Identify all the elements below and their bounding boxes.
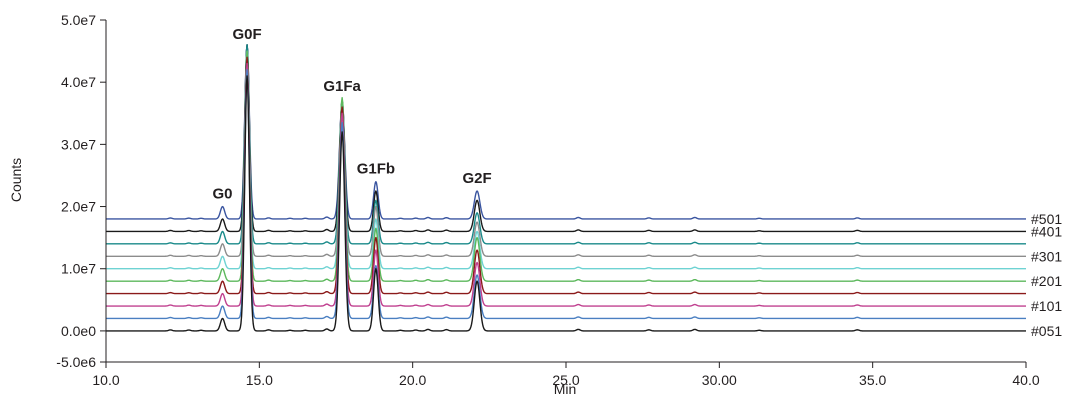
peak-labels-group: #051 #101 #201 #301 #401#501 G0 G0F G1Fa G1Fb G2F xyxy=(213,26,1063,339)
trace-label: #301 xyxy=(1031,248,1062,264)
y-tick-label: 1.0e7 xyxy=(61,261,96,277)
trace-line xyxy=(105,56,1027,295)
peak-label: G1Fa xyxy=(323,78,361,95)
trace-label: #401 xyxy=(1031,223,1062,239)
trace-line xyxy=(105,44,1027,220)
x-tick-label: 25.0 xyxy=(552,372,579,388)
y-tick-label: -5.0e6 xyxy=(56,354,96,370)
x-tick-label: 20.0 xyxy=(399,372,426,388)
trace-line xyxy=(105,50,1027,270)
trace-group xyxy=(105,44,1027,332)
peak-label: G2F xyxy=(462,170,491,187)
trace-label: #101 xyxy=(1031,298,1062,314)
trace-line xyxy=(105,50,1027,282)
y-axis-label: Counts xyxy=(8,158,24,202)
trace-line xyxy=(105,50,1027,257)
trace-label: #501 xyxy=(1031,211,1062,227)
trace-line xyxy=(105,69,1027,320)
x-tick-label: 40.0 xyxy=(1012,372,1039,388)
x-tick-label: 10.0 xyxy=(92,372,119,388)
trace-label: #201 xyxy=(1031,273,1062,289)
trace-label: #051 xyxy=(1031,323,1062,339)
trace-line xyxy=(105,75,1027,332)
x-axis-label: Min xyxy=(554,381,577,397)
peak-label: G1Fb xyxy=(357,161,395,178)
x-tick-label: 30.00 xyxy=(702,372,737,388)
peak-label: G0F xyxy=(232,26,261,43)
y-tick-label: 5.0e7 xyxy=(61,12,96,28)
y-tick-label: 3.0e7 xyxy=(61,136,96,152)
trace-line xyxy=(105,62,1027,307)
peak-label: G0 xyxy=(213,186,233,203)
y-tick-label: 0.0e0 xyxy=(61,323,96,339)
trace-line xyxy=(105,44,1027,233)
trace-line xyxy=(105,44,1027,245)
x-tick-label: 35.0 xyxy=(859,372,886,388)
x-tick-label: 15.0 xyxy=(246,372,273,388)
axes-group: 5.0e7 4.0e7 3.0e7 2.0e7 1.0e7 0.0e0 -5.0e6 10.0… xyxy=(56,12,1040,388)
y-tick-label: 2.0e7 xyxy=(61,199,96,215)
y-tick-label: 4.0e7 xyxy=(61,74,96,90)
